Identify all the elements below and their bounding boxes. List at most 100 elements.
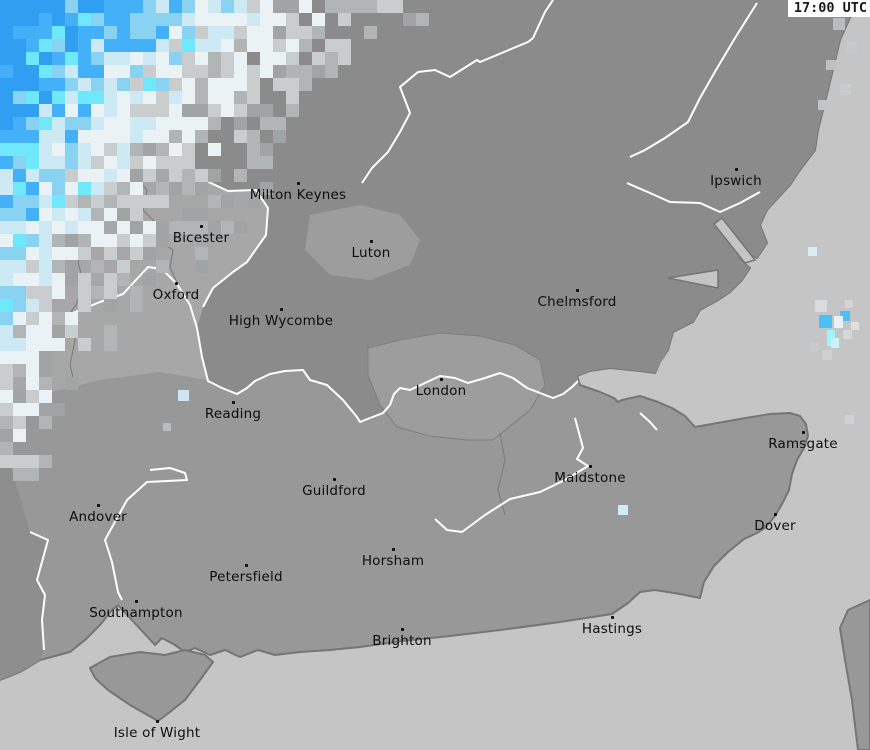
precip-cell [195, 208, 208, 221]
precip-cell [78, 299, 91, 312]
precip-cell [247, 91, 260, 104]
precip-cell [273, 39, 286, 52]
precip-cell [247, 143, 260, 156]
city-label: Southampton [89, 605, 183, 621]
precip-cell [104, 156, 117, 169]
precip-cell [156, 143, 169, 156]
precip-cell [52, 286, 65, 299]
precip-cell [13, 182, 26, 195]
precip-cell [52, 221, 65, 234]
precip-cell [822, 350, 832, 360]
city-label: Reading [204, 406, 262, 422]
precip-cell [26, 312, 39, 325]
precip-cell [39, 78, 52, 91]
precip-cell [0, 403, 13, 416]
precip-cell [13, 104, 26, 117]
precip-cell [234, 26, 247, 39]
precip-cell [815, 300, 827, 312]
precip-cell [104, 247, 117, 260]
precip-cell [78, 13, 91, 26]
precip-cell [143, 234, 156, 247]
precip-cell [104, 325, 117, 338]
precip-cell [312, 65, 325, 78]
precip-cell [208, 65, 221, 78]
precip-cell [13, 273, 26, 286]
precip-cell [143, 65, 156, 78]
precip-cell [182, 65, 195, 78]
precip-cell [156, 13, 169, 26]
precip-cell [13, 130, 26, 143]
precip-cell [234, 130, 247, 143]
precip-cell [26, 130, 39, 143]
precip-cell [26, 273, 39, 286]
precip-cell [0, 52, 13, 65]
precip-cell [39, 65, 52, 78]
precip-cell [156, 0, 169, 13]
precip-cell [65, 234, 78, 247]
precip-cell [78, 182, 91, 195]
precip-cell [39, 416, 52, 429]
precip-cell [13, 39, 26, 52]
precip-cell [39, 221, 52, 234]
precip-cell [13, 455, 26, 468]
precip-cell [65, 143, 78, 156]
city-marker [735, 168, 738, 171]
precip-cell [91, 13, 104, 26]
precip-cell [0, 78, 13, 91]
precip-cell [312, 52, 325, 65]
precip-cell [208, 26, 221, 39]
precip-cell [104, 273, 117, 286]
estuary-orwell [712, 216, 757, 264]
precip-cell [78, 78, 91, 91]
precip-cell [843, 330, 852, 339]
precip-cell [0, 273, 13, 286]
precip-cell [0, 221, 13, 234]
precip-cell [13, 325, 26, 338]
precip-cell [286, 0, 299, 13]
precip-cell [846, 42, 857, 53]
precip-cell [286, 52, 299, 65]
precip-cell [169, 130, 182, 143]
precip-cell [39, 0, 52, 13]
precip-cell [26, 117, 39, 130]
precip-cell [91, 182, 104, 195]
precip-cell [117, 65, 130, 78]
precip-cell [416, 13, 429, 26]
precip-cell [39, 143, 52, 156]
precip-cell [39, 338, 52, 351]
precip-cell [130, 234, 143, 247]
precip-cell [117, 143, 130, 156]
precip-cell [78, 156, 91, 169]
precip-cell [104, 52, 117, 65]
precip-cell [325, 52, 338, 65]
precip-cell [52, 338, 65, 351]
precip-cell [13, 143, 26, 156]
city-label: Hastings [581, 621, 643, 637]
precip-cell [52, 0, 65, 13]
precip-cell [91, 26, 104, 39]
precip-cell [130, 182, 143, 195]
precip-cell [208, 169, 221, 182]
precip-cell [169, 26, 182, 39]
precip-cell [810, 342, 819, 351]
precip-cell [808, 247, 817, 256]
precip-cell [52, 104, 65, 117]
precip-cell [143, 130, 156, 143]
precip-cell [143, 247, 156, 260]
precip-cell [182, 78, 195, 91]
precip-cell [169, 78, 182, 91]
precip-cell [65, 182, 78, 195]
precip-cell [260, 52, 273, 65]
precip-cell [195, 65, 208, 78]
precip-cell [13, 338, 26, 351]
precip-cell [130, 156, 143, 169]
precip-cell [26, 455, 39, 468]
land-region-luton [305, 205, 420, 280]
city-label: London [415, 383, 467, 399]
precip-cell [39, 182, 52, 195]
precip-cell [130, 130, 143, 143]
precip-cell [286, 13, 299, 26]
precip-cell [338, 0, 351, 13]
precip-cell [26, 234, 39, 247]
precip-cell [247, 0, 260, 13]
